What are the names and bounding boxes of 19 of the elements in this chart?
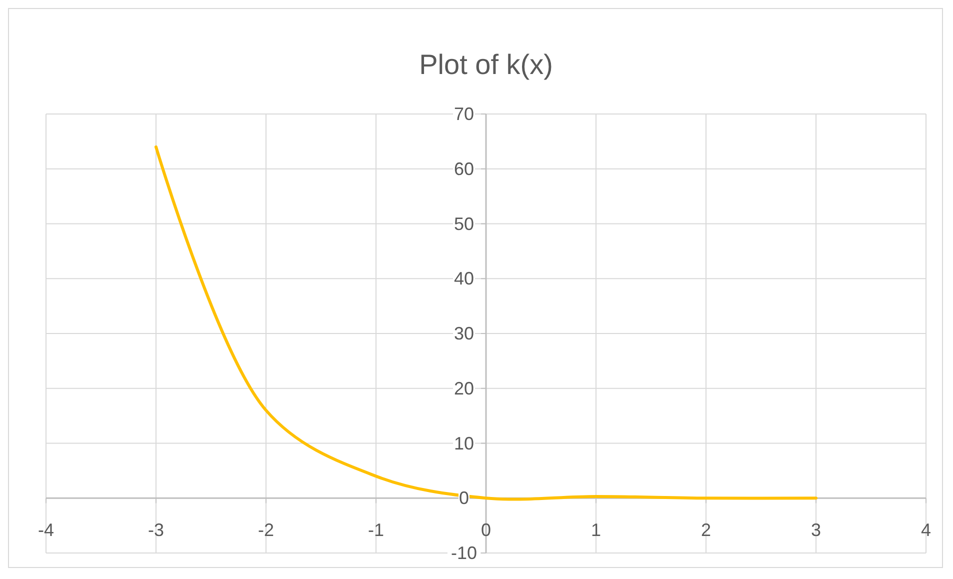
- y-tick-label: 50: [454, 214, 474, 234]
- y-tick-label: 70: [454, 104, 474, 124]
- chart-title: Plot of k(x): [419, 49, 553, 80]
- y-tick-label: 30: [454, 324, 474, 344]
- x-tick-label: 1: [590, 520, 602, 540]
- x-tick-label: 3: [810, 520, 822, 540]
- y-tick-label: 10: [454, 433, 474, 454]
- x-tick-label: -1: [368, 520, 384, 540]
- x-tick-label: -4: [38, 520, 54, 540]
- y-tick-label: -10: [450, 543, 478, 563]
- x-tick-label: -3: [148, 520, 164, 540]
- x-tick-label: -2: [258, 520, 274, 540]
- y-tick-label: 20: [454, 378, 474, 398]
- y-tick-label: 60: [454, 158, 474, 179]
- y-tick-label: 0: [458, 488, 470, 508]
- x-tick-label: 4: [920, 520, 932, 540]
- y-tick-label: 40: [454, 268, 474, 289]
- x-tick-label: 2: [700, 520, 712, 540]
- x-tick-label: 0: [480, 520, 492, 540]
